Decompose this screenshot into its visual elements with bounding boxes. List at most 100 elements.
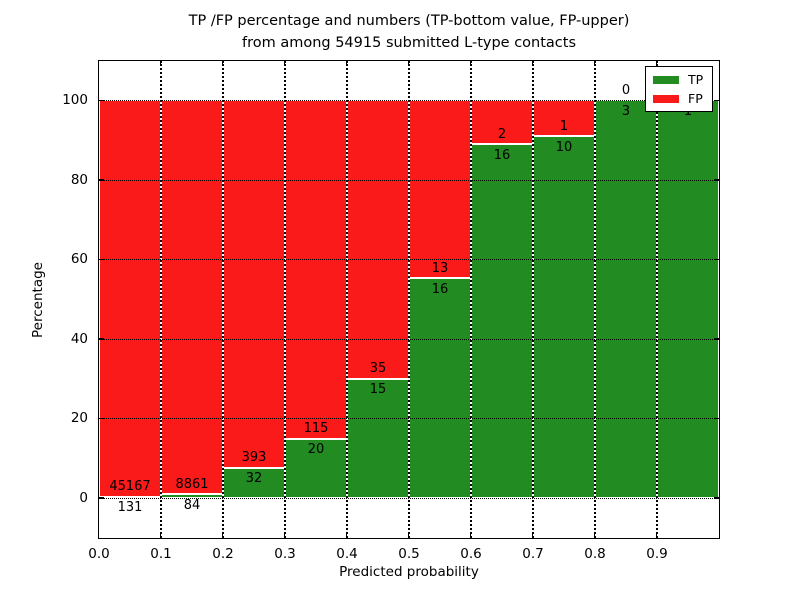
y-axis-tick xyxy=(98,417,104,419)
x-axis-tick-top xyxy=(655,60,658,66)
gridline-horizontal xyxy=(98,259,719,261)
x-axis-tick-top xyxy=(531,60,534,66)
bar-segment-tp xyxy=(532,136,595,498)
count-label-tp: 3 xyxy=(621,103,631,119)
y-axis-tick xyxy=(98,497,104,499)
x-tick-label: 0.0 xyxy=(88,546,110,562)
bar-segment-fp xyxy=(470,100,533,145)
gridline-vertical xyxy=(283,60,286,538)
chart-title-line2: from among 54915 submitted L-type contac… xyxy=(241,35,577,51)
count-label-tp: 15 xyxy=(369,382,387,397)
x-tick-label: 0.9 xyxy=(646,546,668,562)
gridline-horizontal xyxy=(98,418,719,420)
count-label-tp: 32 xyxy=(245,471,263,487)
chart-title: TP /FP percentage and numbers (TP-bottom… xyxy=(99,10,719,54)
x-tick-label: 0.7 xyxy=(522,546,544,562)
bar-segment-fp xyxy=(284,100,347,439)
x-tick-label: 0.4 xyxy=(336,546,358,562)
gridline-vertical xyxy=(469,60,472,538)
gridline-vertical xyxy=(655,60,658,538)
y-axis-tick-right xyxy=(713,179,719,181)
x-tick-label: 0.1 xyxy=(150,546,172,562)
x-axis-tick-top xyxy=(97,60,100,66)
count-label-tp: 16 xyxy=(431,281,449,297)
bar-segment-tp xyxy=(408,278,471,498)
y-axis-tick-right xyxy=(713,417,719,419)
y-axis-tick-right xyxy=(713,338,719,340)
bar-segment-fp xyxy=(346,100,409,379)
count-label-fp: 13 xyxy=(431,260,449,276)
y-axis-label: Percentage xyxy=(30,262,46,338)
y-axis-tick-right xyxy=(713,497,719,499)
x-axis-tick xyxy=(407,532,410,538)
bar-segment-tp xyxy=(594,100,657,498)
count-label-fp: 115 xyxy=(303,421,329,437)
count-label-tp: 20 xyxy=(307,442,325,458)
x-axis-tick-top xyxy=(221,60,224,66)
x-axis-tick xyxy=(655,532,658,538)
tp-swatch-icon xyxy=(653,75,679,84)
gridline-vertical xyxy=(593,60,596,538)
y-tick-label: 100 xyxy=(62,92,88,109)
count-label-tp: 10 xyxy=(555,139,573,155)
bar-segment-tp xyxy=(346,378,409,498)
legend-entry-tp: TP xyxy=(653,73,703,86)
legend: TP FP xyxy=(645,66,714,112)
x-axis-tick xyxy=(221,532,224,538)
y-axis-tick xyxy=(98,179,104,181)
bar-segment-tp xyxy=(470,144,533,498)
y-axis-tick xyxy=(98,338,104,340)
count-label-fp: 45167 xyxy=(109,479,151,495)
bar-segment-fp xyxy=(222,100,285,468)
count-label-fp: 0 xyxy=(621,82,631,98)
x-axis-tick xyxy=(345,532,348,538)
y-tick-label: 20 xyxy=(70,410,88,427)
count-label-fp: 35 xyxy=(369,361,387,376)
count-label-fp: 8861 xyxy=(175,476,209,492)
y-tick-label: 0 xyxy=(79,489,88,506)
y-axis-tick xyxy=(98,99,104,101)
x-tick-label: 0.6 xyxy=(460,546,482,562)
chart-title-line1: TP /FP percentage and numbers (TP-bottom… xyxy=(188,13,630,29)
x-axis-tick xyxy=(469,532,472,538)
x-tick-label: 0.8 xyxy=(584,546,606,562)
legend-label-fp: FP xyxy=(688,91,703,106)
bar-segment-fp xyxy=(160,100,223,494)
count-label-fp: 393 xyxy=(241,450,267,466)
x-axis-tick-top xyxy=(407,60,410,66)
gridline-horizontal xyxy=(98,497,719,499)
x-axis-tick xyxy=(531,532,534,538)
legend-label-tp: TP xyxy=(688,72,704,87)
y-tick-label: 60 xyxy=(70,251,88,268)
x-tick-label: 0.5 xyxy=(398,546,420,562)
x-axis-tick xyxy=(593,532,596,538)
bar-segment-fp xyxy=(408,100,471,279)
count-label-fp: 2 xyxy=(497,126,507,142)
y-axis-tick-right xyxy=(713,258,719,260)
gridline-vertical xyxy=(531,60,534,538)
x-axis-tick xyxy=(283,532,286,538)
x-axis-tick-top xyxy=(283,60,286,66)
x-axis-tick-top xyxy=(159,60,162,66)
x-axis-label: Predicted probability xyxy=(339,564,479,580)
x-axis-tick xyxy=(159,532,162,538)
count-label-tp: 16 xyxy=(493,147,511,163)
gridline-vertical xyxy=(345,60,348,538)
gridline-horizontal xyxy=(98,179,719,181)
gridline-horizontal xyxy=(98,338,719,340)
count-label-tp: 84 xyxy=(183,497,201,513)
x-tick-label: 0.2 xyxy=(212,546,234,562)
bar-segment-fp xyxy=(98,100,161,497)
count-label-tp: 131 xyxy=(117,500,143,516)
gridline-vertical xyxy=(221,60,224,538)
count-label-fp: 1 xyxy=(559,118,569,134)
x-axis-tick-top xyxy=(593,60,596,66)
y-tick-label: 80 xyxy=(70,171,88,188)
x-tick-label: 0.3 xyxy=(274,546,296,562)
legend-entry-fp: FP xyxy=(653,92,703,105)
y-axis-tick-right xyxy=(713,99,719,101)
bar-segment-tp xyxy=(656,100,719,498)
plot-area xyxy=(97,59,720,539)
x-axis-tick xyxy=(97,532,100,538)
